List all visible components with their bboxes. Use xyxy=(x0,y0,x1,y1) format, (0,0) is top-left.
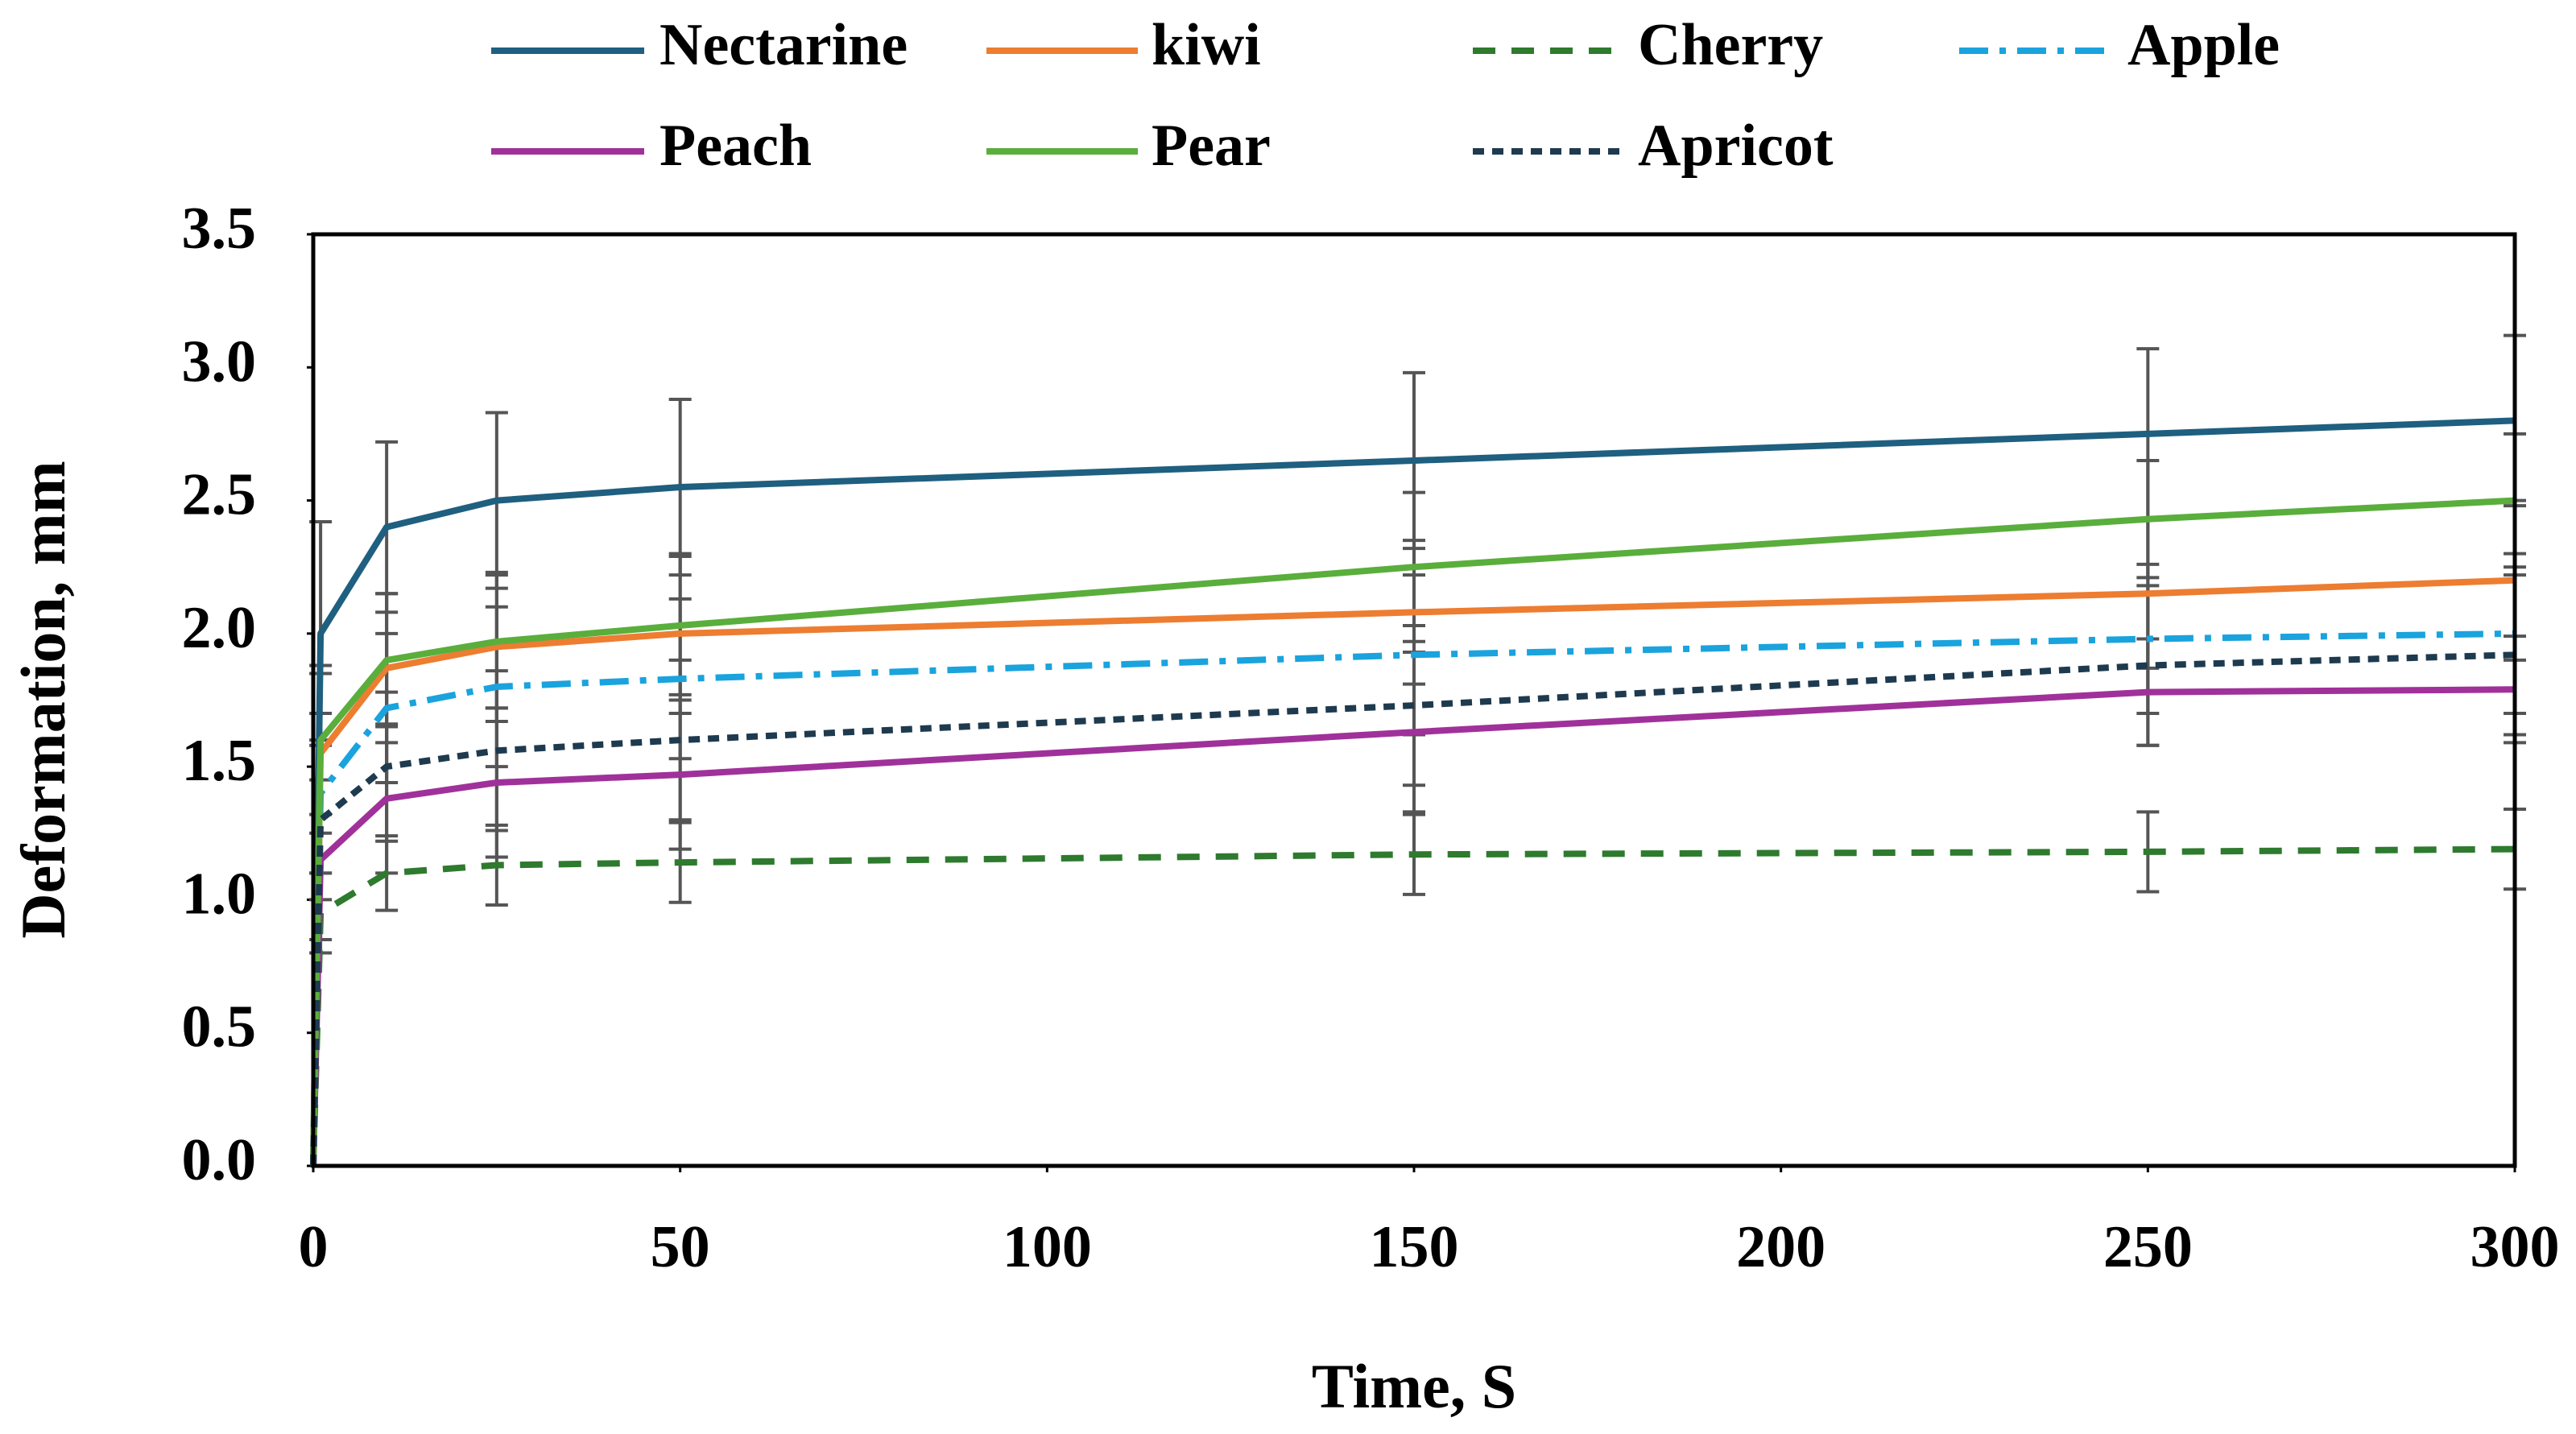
series-line xyxy=(310,576,2516,1167)
y-tick-label: 0.5 xyxy=(182,994,257,1060)
y-tick-label: 2.0 xyxy=(182,595,257,661)
y-tick-label: 0.0 xyxy=(182,1127,257,1193)
y-tick-label: 1.5 xyxy=(182,728,257,794)
legend-label: Apple xyxy=(2127,12,2280,78)
legend-label: Peach xyxy=(660,113,812,179)
legend-label: kiwi xyxy=(1152,12,1261,78)
y-tick-label: 3.5 xyxy=(182,196,257,262)
series-line xyxy=(310,651,2516,1167)
x-tick-label: 100 xyxy=(1003,1214,1092,1280)
series-line xyxy=(310,686,2516,1167)
series-line xyxy=(310,497,2516,1167)
x-tick-label: 200 xyxy=(1736,1214,1826,1280)
x-tick-label: 300 xyxy=(2471,1214,2560,1280)
series-line xyxy=(310,417,2516,1167)
y-tick-label: 2.5 xyxy=(182,462,257,528)
y-tick-label: 3.0 xyxy=(182,329,257,395)
x-axis-title: Time, S xyxy=(1312,1351,1516,1421)
x-tick-label: 250 xyxy=(2103,1214,2193,1280)
legend-label: Nectarine xyxy=(660,12,908,78)
x-tick-label: 150 xyxy=(1370,1214,1459,1280)
x-tick-label: 0 xyxy=(299,1214,329,1280)
series-line xyxy=(310,630,2516,1167)
y-tick-label: 1.0 xyxy=(182,861,257,927)
y-axis-title: Deformation, mm xyxy=(8,461,78,939)
legend-label: Apricot xyxy=(1638,113,1834,179)
series-line xyxy=(310,845,2516,1167)
plot-frame xyxy=(311,232,2517,1168)
x-tick-label: 50 xyxy=(651,1214,710,1280)
legend-label: Cherry xyxy=(1638,12,1823,78)
legend-label: Pear xyxy=(1152,113,1271,179)
